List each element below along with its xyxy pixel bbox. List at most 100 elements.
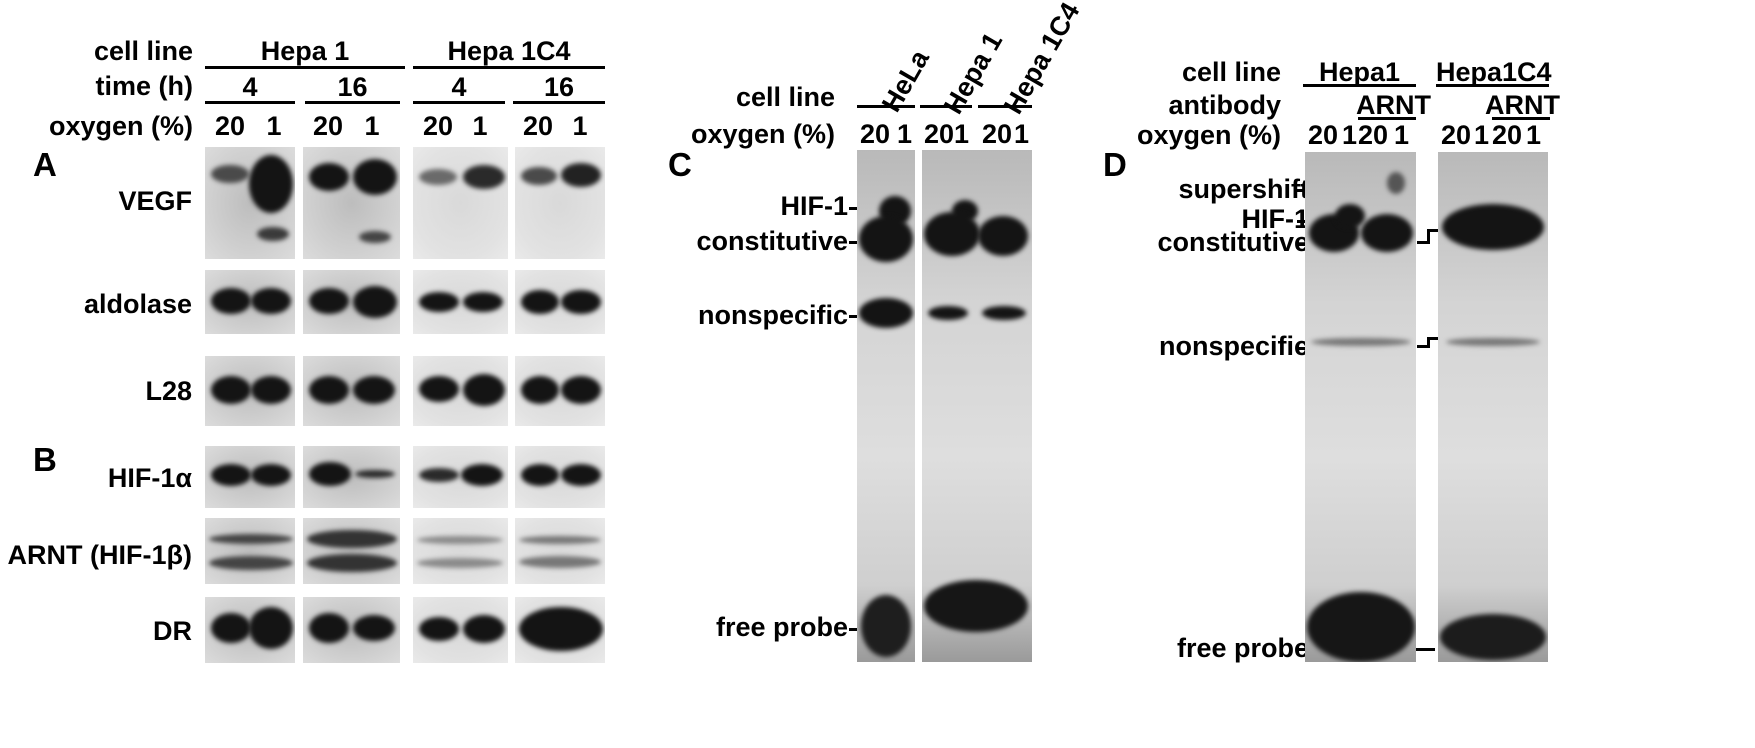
band-label-nonspecific: nonspecific bbox=[697, 300, 848, 330]
blot-strip bbox=[303, 147, 400, 259]
band-label-constitutive: constitutive bbox=[1157, 227, 1309, 257]
oxygen-value: 20 bbox=[1358, 120, 1389, 150]
blot-strip bbox=[515, 270, 605, 334]
band-tick bbox=[849, 315, 858, 318]
blot-strip bbox=[413, 446, 508, 508]
blot-strip bbox=[515, 597, 605, 663]
time-rule bbox=[205, 101, 295, 104]
row-label-hif1a: HIF-1α bbox=[107, 463, 192, 493]
cell-line-hepa1: Hepa 1 bbox=[260, 36, 350, 66]
gel-lanes-hela bbox=[857, 150, 915, 662]
oxygen-value: 1 bbox=[1014, 119, 1030, 149]
gel-lanes-hepa1 bbox=[1305, 152, 1416, 662]
panel-letter-c: C bbox=[668, 146, 692, 183]
oxygen-value: 20 bbox=[860, 119, 891, 149]
time-value: 16 bbox=[543, 72, 575, 102]
oxygen-value: 1 bbox=[572, 111, 588, 141]
cell-line-hepa1: Hepa1 bbox=[1318, 57, 1401, 87]
band-label-nonspecific: nonspecific bbox=[1158, 331, 1309, 361]
time-label: time (h) bbox=[95, 71, 194, 101]
cell-line-rule bbox=[1303, 84, 1416, 87]
panel-letter-b: B bbox=[33, 441, 57, 478]
time-value: 4 bbox=[242, 72, 258, 102]
time-value: 16 bbox=[337, 72, 368, 102]
antibody-value: ARNT bbox=[1356, 90, 1431, 120]
blot-strip bbox=[413, 518, 508, 584]
blot-strip bbox=[515, 356, 605, 426]
cell-line-label: cell line bbox=[93, 36, 193, 66]
blot-strip bbox=[303, 518, 400, 584]
band-tick bbox=[1415, 648, 1435, 651]
band-label-free-probe: free probe bbox=[715, 612, 848, 642]
cell-line-rule bbox=[413, 66, 605, 69]
oxygen-value: 1 bbox=[1526, 120, 1542, 150]
antibody-value: ARNT bbox=[1485, 90, 1560, 120]
band-tick bbox=[849, 207, 858, 210]
oxygen-label: oxygen (%) bbox=[48, 111, 193, 141]
oxygen-value: 20 bbox=[312, 111, 344, 141]
blot-strip bbox=[205, 270, 295, 334]
blot-strip bbox=[205, 597, 295, 663]
oxygen-value: 20 bbox=[924, 119, 955, 149]
band-tick bbox=[849, 241, 858, 244]
blot-strip bbox=[303, 356, 400, 426]
panel-letter-d: D bbox=[1103, 146, 1127, 183]
cell-line-label: cell line bbox=[735, 82, 835, 112]
oxygen-value: 1 bbox=[472, 111, 488, 141]
oxygen-value: 20 bbox=[422, 111, 454, 141]
cell-line-rule bbox=[1436, 84, 1549, 87]
row-label-l28: L28 bbox=[145, 376, 192, 406]
lane-rule bbox=[978, 105, 1032, 108]
band-label-free-probe: free probe bbox=[1176, 633, 1309, 663]
blot-strip bbox=[413, 356, 508, 426]
band-label-hif1: HIF-1 bbox=[1241, 204, 1310, 234]
row-label-vegf: VEGF bbox=[118, 186, 192, 216]
band-tick bbox=[849, 628, 858, 631]
blot-strip bbox=[205, 356, 295, 426]
gel-lanes-hepa1c4 bbox=[1438, 152, 1548, 662]
band-tick bbox=[1297, 243, 1305, 246]
antibody-rule bbox=[1492, 117, 1550, 120]
band-label-constitutive: constitutive bbox=[696, 226, 848, 256]
panel-letter-a: A bbox=[33, 146, 57, 183]
oxygen-value: 20 bbox=[214, 111, 246, 141]
oxygen-value: 1 bbox=[897, 119, 913, 149]
blot-strip bbox=[303, 270, 400, 334]
time-rule bbox=[413, 101, 505, 104]
oxygen-label: oxygen (%) bbox=[690, 119, 835, 149]
blot-strip bbox=[205, 147, 295, 259]
oxygen-value: 1 bbox=[954, 119, 970, 149]
cell-line-hepa1c4: Hepa1C4 bbox=[1436, 57, 1552, 87]
blot-strip bbox=[303, 446, 400, 508]
blot-strip bbox=[515, 147, 605, 259]
blot-strip bbox=[413, 147, 508, 259]
cell-line-rule bbox=[205, 66, 405, 69]
time-value: 4 bbox=[451, 72, 467, 102]
oxygen-value: 20 bbox=[1308, 120, 1339, 150]
band-tick bbox=[1297, 648, 1305, 651]
oxygen-value: 1 bbox=[1394, 120, 1410, 150]
row-label-dr: DR bbox=[153, 616, 192, 646]
antibody-label: antibody bbox=[1168, 90, 1282, 120]
band-label-supershift: supershift bbox=[1178, 174, 1309, 204]
blot-strip bbox=[303, 597, 400, 663]
cell-line-label: cell line bbox=[1181, 57, 1281, 87]
band-tick bbox=[1297, 189, 1305, 192]
oxygen-value: 1 bbox=[364, 111, 380, 141]
band-tick bbox=[1297, 220, 1305, 223]
oxygen-value: 1 bbox=[266, 111, 282, 141]
band-tick bbox=[1297, 347, 1305, 350]
lane-label-hepa1c4: Hepa 1C4 bbox=[998, 0, 1086, 119]
antibody-rule bbox=[1358, 117, 1416, 120]
blot-strip bbox=[205, 518, 295, 584]
oxygen-value: 1 bbox=[1342, 120, 1358, 150]
band-label-hif1: HIF-1 bbox=[780, 191, 849, 221]
oxygen-value: 20 bbox=[982, 119, 1013, 149]
blot-strip bbox=[413, 270, 508, 334]
row-label-arnt: ARNT (HIF-1β) bbox=[7, 540, 192, 570]
oxygen-value: 20 bbox=[522, 111, 554, 141]
time-rule bbox=[513, 101, 605, 104]
oxygen-value: 20 bbox=[1492, 120, 1523, 150]
blot-strip bbox=[205, 446, 295, 508]
gel-lanes-hepa bbox=[922, 150, 1032, 662]
